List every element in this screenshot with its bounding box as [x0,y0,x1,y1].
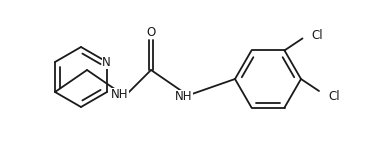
Text: Cl: Cl [328,90,340,103]
Text: Cl: Cl [311,29,323,42]
Text: N: N [102,56,111,69]
Text: O: O [146,26,156,39]
Text: NH: NH [111,88,129,101]
Text: NH: NH [175,90,193,103]
